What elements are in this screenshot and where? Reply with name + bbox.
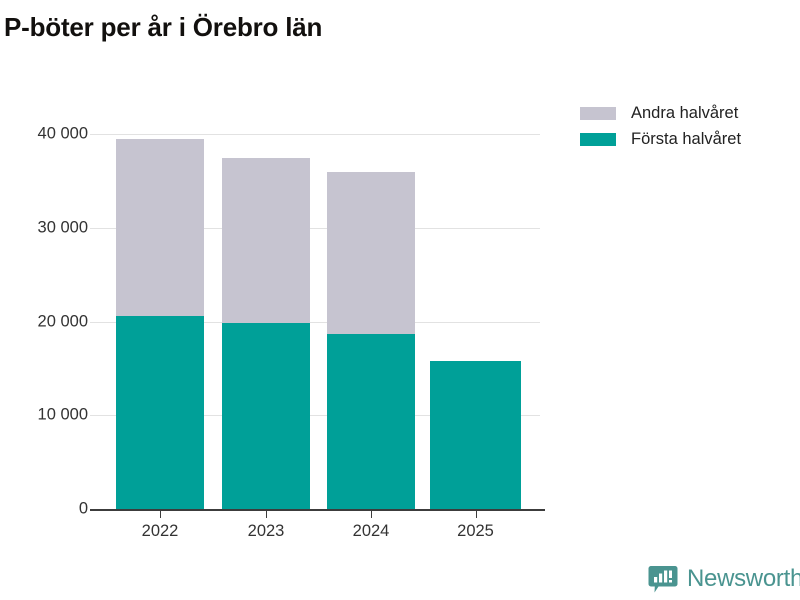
chart-legend: Andra halvåret Första halvåret [580,100,795,152]
gridline [100,134,540,135]
x-tick-mark [475,511,477,518]
y-tick-mark [90,321,100,323]
x-tick-mark [266,511,267,518]
y-tick-label: 20 000 [37,312,88,330]
bar-group-2024[interactable] [327,134,415,509]
y-tick-mark [90,134,100,135]
bar-segment-andra-halvaret[interactable] [222,158,310,323]
x-axis-line [90,509,545,511]
plot-area [90,134,545,511]
newsworthy-logo[interactable]: Newsworthy [648,564,800,594]
x-tick-mark [371,511,372,518]
y-tick-label: 40 000 [37,124,88,143]
x-tick-label-2025: 2025 [457,522,494,540]
bar-segment-forsta-halvaret[interactable] [327,333,415,509]
chart-title: P-böter per år i Örebro län [4,12,323,42]
bar-group-2022[interactable] [116,134,204,509]
bar-group-2023[interactable] [222,134,310,509]
legend-swatch-icon [580,132,616,146]
legend-swatch-icon [580,106,616,120]
newsworthy-wordmark: Newsworthy [687,565,800,592]
bar-segment-forsta-halvaret[interactable] [430,360,521,509]
legend-label: Andra halvåret [631,103,739,122]
newsworthy-bar-chart-bubble-icon [648,564,678,594]
bar-segment-forsta-halvaret[interactable] [222,323,310,509]
legend-label: Första halvåret [631,129,742,148]
y-tick-label: 30 000 [37,218,88,237]
gridline [100,227,540,229]
y-tick-mark [90,227,100,229]
bar-segment-forsta-halvaret[interactable] [116,315,204,509]
x-tick-label-2022: 2022 [141,522,179,540]
gridline [100,415,540,417]
y-tick-label: 10 000 [37,405,88,424]
legend-item-andra-halvaret[interactable]: Andra halvåret [580,100,795,126]
y-tick-mark [90,415,100,417]
x-axis: 2022 2023 2024 2025 [100,511,540,551]
x-tick-mark [160,511,161,518]
bar-group-2025[interactable] [430,134,521,509]
bar-segment-andra-halvaret[interactable] [327,171,415,334]
bar-segment-andra-halvaret[interactable] [116,138,204,316]
gridline [100,321,540,323]
legend-item-forsta-halvaret[interactable]: Första halvåret [580,126,795,152]
y-tick-label: 0 [78,499,88,518]
x-tick-label-2024: 2024 [352,522,390,540]
x-tick-label-2023: 2023 [247,522,285,540]
y-axis: 0 10 000 20 000 30 000 40 000 [0,125,88,518]
